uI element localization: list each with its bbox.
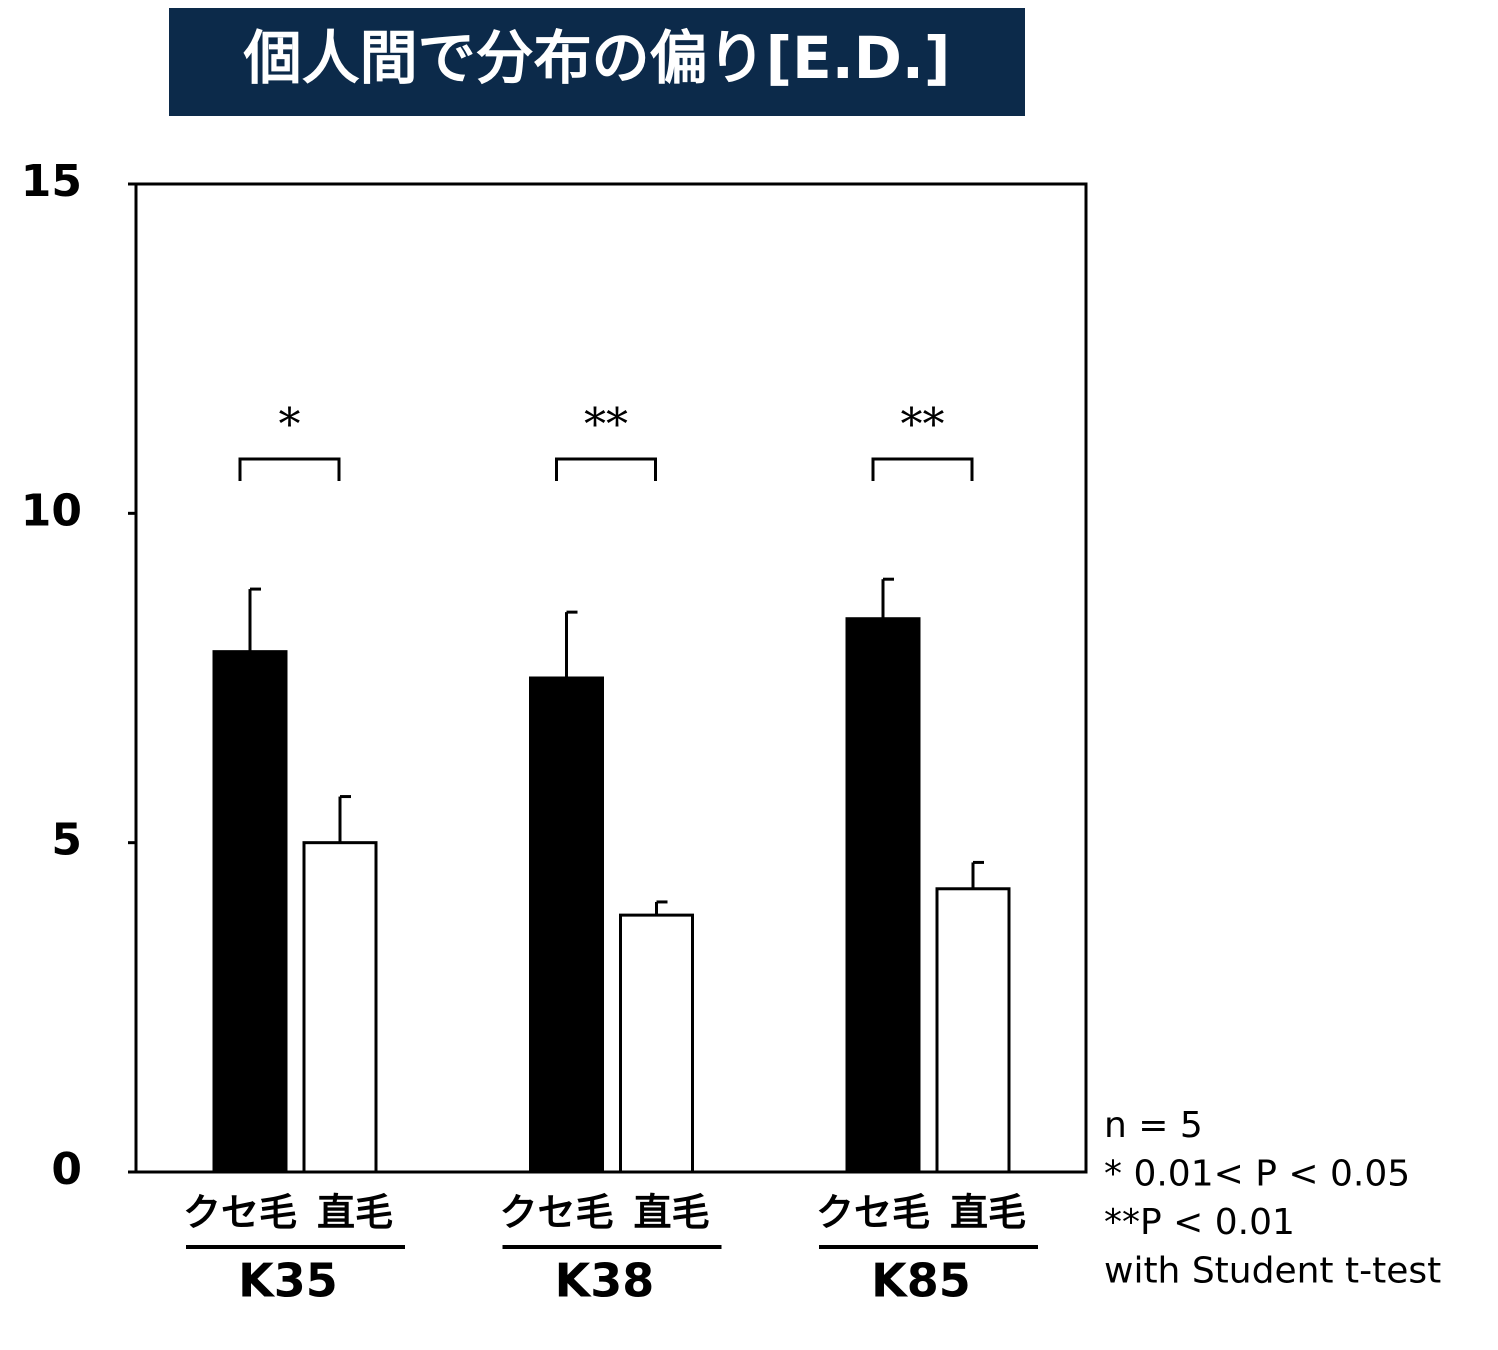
note: * 0.01< P < 0.05 — [1104, 1154, 1410, 1195]
significance-bracket — [238, 457, 341, 481]
significance-label: ** — [901, 400, 945, 451]
note: n = 5 — [1104, 1105, 1203, 1146]
title-box — [169, 8, 1025, 116]
series-label: 直毛 — [317, 1191, 393, 1235]
significance-label: * — [279, 400, 301, 451]
y-tick-label: 0 — [51, 1144, 82, 1195]
x-tick-label: K85 — [871, 1254, 971, 1308]
x-tick-label: K35 — [238, 1254, 338, 1308]
bar — [212, 650, 288, 1174]
bar — [845, 617, 921, 1174]
bar — [619, 913, 694, 1174]
significance-label: ** — [584, 400, 628, 451]
series-label: クセ毛 — [816, 1191, 930, 1235]
y-tick-label: 5 — [51, 815, 82, 866]
note: **P < 0.01 — [1104, 1202, 1295, 1243]
series-label: クセ毛 — [183, 1191, 297, 1235]
x-tick-label: K38 — [555, 1254, 655, 1308]
significance-bracket — [555, 457, 657, 481]
plot-frame — [134, 182, 1088, 1174]
series-label: クセ毛 — [499, 1191, 613, 1235]
chart-title: 個人間で分布の偏り[E.D.] — [243, 24, 951, 92]
series-label: 直毛 — [633, 1191, 709, 1235]
significance-bracket — [871, 457, 974, 481]
bar — [302, 841, 378, 1174]
note: with Student t-test — [1104, 1251, 1441, 1292]
y-tick-label: 15 — [21, 156, 82, 207]
bar — [529, 676, 604, 1174]
series-label: 直毛 — [950, 1191, 1026, 1235]
bar — [935, 887, 1011, 1174]
y-tick-label: 10 — [21, 485, 82, 536]
